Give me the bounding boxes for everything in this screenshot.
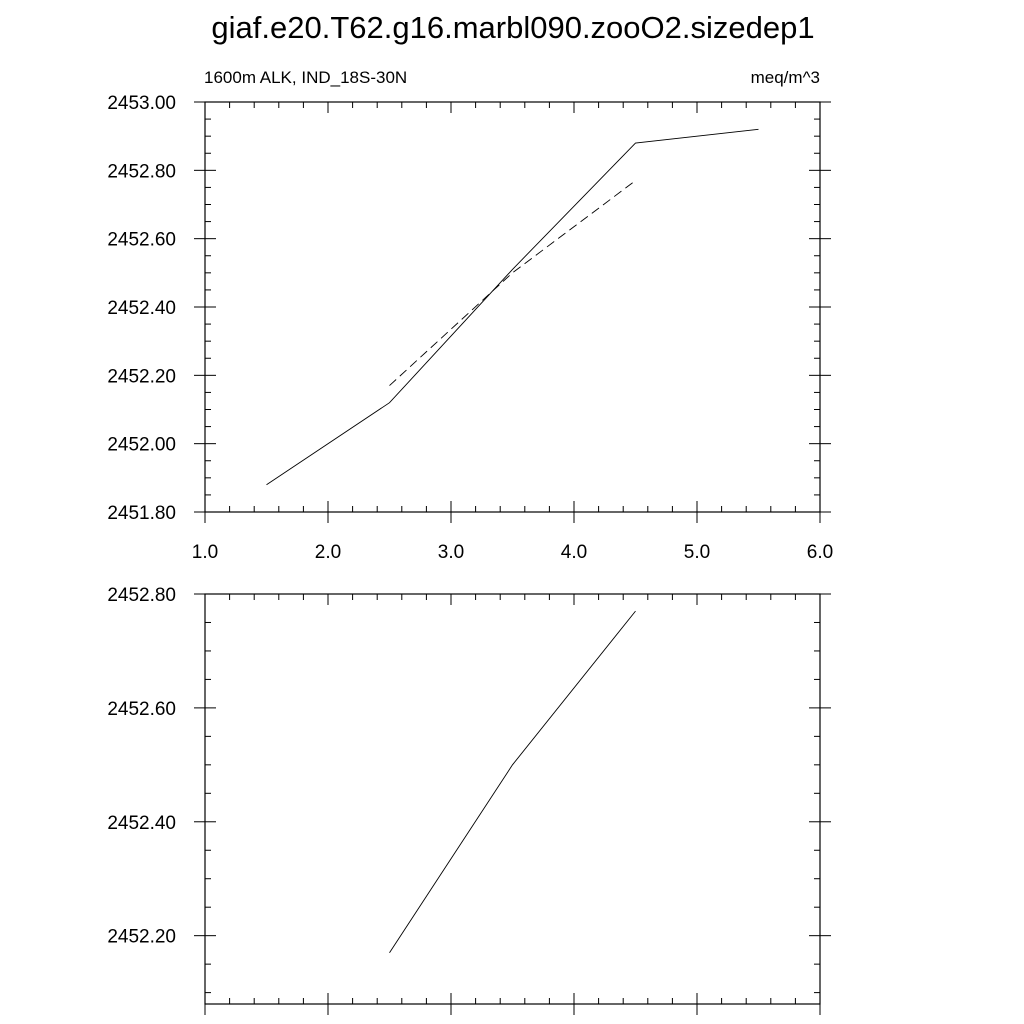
top-x-tick-label: 3.0 — [438, 542, 464, 563]
bottom-series-solid-line — [389, 610, 636, 953]
top-y-tick-label: 2452.60 — [107, 230, 176, 251]
bottom-panel-ticks — [194, 593, 831, 1015]
top-panel: 1600m ALK, IND_18S-30N meq/m^3 1.0 2.0 3.0… — [107, 68, 833, 563]
top-x-tick-label: 1.0 — [192, 542, 218, 563]
top-x-tick-label: 6.0 — [807, 542, 833, 563]
bottom-y-tick-label: 2452.40 — [107, 813, 176, 834]
bottom-y-tick-label: 2452.20 — [107, 927, 176, 948]
bottom-panel: 2452.20 2452.40 2452.60 2452.80 — [107, 585, 831, 1015]
top-panel-ticks — [194, 101, 831, 523]
top-panel-subtitle-right: meq/m^3 — [751, 68, 820, 87]
top-y-tick-label: 2453.00 — [107, 93, 176, 114]
top-y-tick-label: 2451.80 — [107, 503, 176, 524]
top-x-tick-label: 5.0 — [684, 542, 710, 563]
top-series-dashed-line — [389, 180, 636, 386]
bottom-y-tick-label: 2452.60 — [107, 699, 176, 720]
bottom-panel-tick-labels: 2452.20 2452.40 2452.60 2452.80 — [107, 585, 176, 948]
top-y-tick-label: 2452.80 — [107, 161, 176, 182]
top-y-tick-label: 2452.40 — [107, 298, 176, 319]
top-series-solid-line — [266, 128, 759, 486]
bottom-panel-series — [389, 610, 636, 953]
top-panel-tick-labels: 1.0 2.0 3.0 4.0 5.0 6.0 2451.80 2452.00 2452.20 2… — [107, 93, 833, 563]
bottom-y-tick-label: 2452.80 — [107, 585, 176, 606]
top-panel-plot-frame — [204, 101, 821, 513]
top-y-tick-label: 2452.00 — [107, 435, 176, 456]
top-x-tick-label: 2.0 — [315, 542, 341, 563]
chart-title: giaf.e20.T62.g16.marbl090.zooO2.sizedep1 — [211, 10, 814, 45]
top-panel-subtitle-left: 1600m ALK, IND_18S-30N — [204, 68, 407, 87]
top-y-tick-label: 2452.20 — [107, 366, 176, 387]
bottom-panel-plot-frame — [204, 593, 821, 1005]
top-panel-series — [266, 128, 759, 486]
top-x-tick-label: 4.0 — [561, 542, 587, 563]
